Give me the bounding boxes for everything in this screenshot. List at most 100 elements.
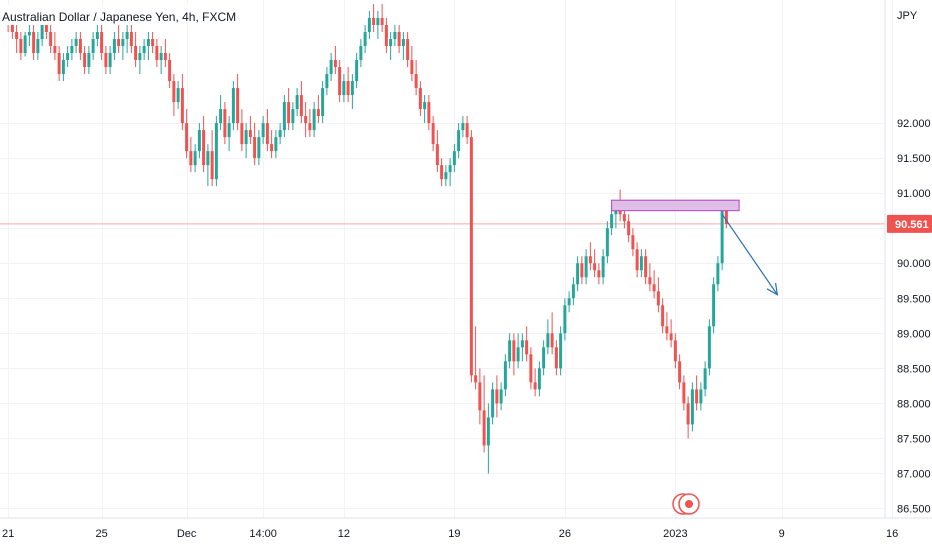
currency-label: JPY (897, 10, 918, 22)
candle-body (576, 263, 580, 285)
candle-body (699, 389, 703, 404)
x-tick-label: 9 (779, 528, 785, 540)
y-tick-label: 91.000 (897, 188, 931, 200)
candle-body (108, 53, 112, 68)
y-tick-label: 89.000 (897, 328, 931, 340)
candle-body (15, 32, 19, 40)
price-label-text: 90.561 (895, 219, 929, 231)
candle-body (227, 123, 231, 138)
resistance-zone-layer[interactable] (611, 199, 740, 212)
candle-body (440, 165, 444, 180)
candle-body (350, 81, 354, 96)
forecast-arrow-head (766, 282, 779, 296)
candle-body (44, 24, 48, 32)
candle-body (223, 109, 227, 138)
candle-body (253, 137, 257, 159)
candle-body (567, 298, 571, 306)
candle-body (495, 389, 499, 404)
candle-body (414, 74, 418, 89)
candle-body (304, 116, 308, 124)
candle-body (423, 102, 427, 110)
candle-body (546, 333, 550, 348)
candle-body (444, 172, 448, 180)
candle-body (321, 88, 325, 117)
chart-title-box: Australian Dollar / Japanese Yen, 4h, FX… (0, 5, 236, 25)
candle-body (724, 207, 728, 224)
candle-body (308, 123, 312, 131)
resistance-zone (611, 199, 740, 212)
candle-body (180, 88, 184, 124)
candle-body (559, 333, 563, 369)
candle-body (270, 144, 274, 152)
candle-body (236, 88, 240, 124)
candle-body (452, 151, 456, 166)
candle-body (74, 39, 78, 47)
candle-body (40, 24, 44, 40)
candle-body (584, 256, 588, 278)
candle-body (656, 291, 660, 306)
candle-body (168, 60, 172, 82)
candle-body (155, 46, 159, 61)
candle-body (57, 53, 61, 75)
y-tick-label: 87.000 (897, 468, 931, 480)
candle-body (295, 95, 299, 110)
y-tick-label: 86.500 (897, 503, 931, 515)
candle-body (363, 32, 367, 47)
candle-body (274, 137, 278, 152)
candle-body (707, 326, 711, 369)
candle-body (588, 256, 592, 264)
candle-body (474, 375, 478, 383)
candle-body (448, 165, 452, 173)
candle-body (78, 39, 82, 54)
candle-body (104, 53, 108, 68)
x-axis-ticks: 21 25 Dec 14:00 12 19 26 2023 9 16 (2, 528, 898, 540)
candle-body (571, 284, 575, 299)
candle-body (265, 123, 269, 145)
candle-body (554, 347, 558, 369)
candle-body (563, 305, 567, 334)
candle-body (176, 88, 180, 103)
candle-body (669, 333, 673, 341)
candle-body (329, 60, 333, 75)
candle-body (244, 130, 248, 145)
candle-body (644, 256, 648, 278)
price-label-bg (887, 214, 932, 233)
candle-body (665, 326, 669, 334)
candle-body (410, 60, 414, 75)
candle-body (682, 382, 686, 404)
x-tick-label: Dec (177, 528, 197, 540)
candle-body (91, 39, 95, 54)
forecast-arrow-line (721, 213, 778, 296)
candle-body (163, 53, 167, 61)
candle-body (542, 347, 546, 369)
candle-body (580, 263, 584, 278)
grid (0, 0, 893, 518)
candle-body (499, 389, 503, 404)
candle-body (372, 17, 376, 25)
candle-body (291, 109, 295, 124)
candle-body (622, 214, 626, 222)
candle-body (393, 32, 397, 40)
candle-body (652, 284, 656, 292)
y-tick-label: 90.000 (897, 258, 931, 270)
candle-body (342, 81, 346, 96)
candle-body (486, 417, 490, 446)
candle-body (406, 39, 410, 61)
price-label: 90.561 (887, 214, 932, 233)
candle-body (631, 235, 635, 250)
candle-body (597, 270, 601, 278)
candle-body (197, 130, 201, 152)
forecast-arrow-layer[interactable] (721, 213, 779, 296)
candle-body (257, 137, 261, 159)
candle-body (325, 74, 329, 89)
candle-body (376, 17, 380, 25)
candle-body (23, 35, 27, 54)
y-axis-ticks: 92.00091.50091.00090.50090.00089.50089.0… (897, 118, 931, 515)
watermark-logo (672, 493, 700, 515)
candle-body (316, 109, 320, 117)
candle-body (159, 53, 163, 61)
candle-body (516, 347, 520, 362)
candle-body (418, 88, 422, 110)
x-tick-label: 19 (448, 528, 460, 540)
